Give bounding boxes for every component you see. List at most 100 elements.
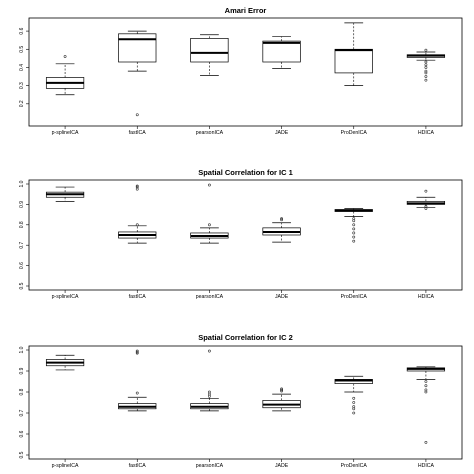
- x-tick-label: p-splineICA: [52, 294, 79, 300]
- x-tick-label: ProDenICA: [341, 294, 368, 300]
- outlier-point: [424, 380, 428, 383]
- plot-frame: [28, 179, 463, 291]
- outlier-point: [208, 390, 211, 394]
- y-tick-label: 0.9: [19, 201, 25, 208]
- outlier-point: [63, 55, 67, 58]
- x-tick-label: HDICA: [418, 294, 435, 300]
- y-tick-label: 0.7: [19, 242, 25, 249]
- iqr-box: [334, 48, 373, 74]
- y-tick-label: 0.5: [19, 282, 25, 289]
- outlier-point: [424, 390, 428, 394]
- outlier-point: [352, 407, 356, 411]
- outlier-point: [424, 69, 428, 73]
- outlier-point: [352, 223, 356, 227]
- chart-panel-2: Spatial Correlation for IC 1 0.5 0.6 0.7 0.8…: [19, 168, 463, 300]
- outlier-point: [135, 349, 139, 353]
- outlier-point: [280, 388, 283, 392]
- box-HDICA: HDICA: [406, 48, 446, 136]
- y-tick-label: 0.4: [19, 64, 25, 71]
- box-ProDenICA: ProDenICA: [334, 208, 373, 300]
- box-pearsonICA: pearsonICA: [190, 34, 229, 136]
- box-JADE: JADE: [262, 387, 301, 469]
- x-tick-label: p-splineICA: [52, 463, 79, 469]
- x-tick-label: p-splineICA: [52, 130, 79, 136]
- chart-title: Amari Error: [225, 6, 267, 15]
- box-JADE: JADE: [262, 217, 301, 300]
- x-tick-label: pearsonICA: [196, 463, 224, 469]
- box-HDICA: HDICA: [406, 189, 446, 300]
- iqr-box: [262, 40, 301, 63]
- x-tick-label: pearsonICA: [196, 294, 224, 300]
- outlier-point: [424, 78, 428, 82]
- chart-title: Spatial Correlation for IC 2: [198, 333, 293, 342]
- y-tick-label: 1.0: [19, 180, 25, 187]
- box-p-splineICA: p-splineICA: [45, 186, 85, 300]
- iqr-box: [118, 33, 157, 63]
- box-fastICA: fastICA: [118, 184, 157, 300]
- outlier-point: [352, 401, 356, 404]
- y-tick-label: 0.9: [19, 367, 25, 374]
- outlier-point: [352, 231, 356, 235]
- box-ProDenICA: ProDenICA: [334, 375, 373, 469]
- outlier-point: [424, 60, 428, 64]
- outlier-point: [424, 48, 428, 52]
- outlier-point: [135, 391, 139, 395]
- box-pearsonICA: pearsonICA: [190, 349, 229, 469]
- outlier-point: [424, 189, 428, 193]
- box-HDICA: HDICA: [406, 366, 446, 469]
- outlier-point: [135, 350, 139, 354]
- outlier-point: [135, 223, 139, 227]
- x-tick-label: JADE: [275, 463, 289, 469]
- outlier-point: [424, 71, 428, 75]
- box-fastICA: fastICA: [118, 349, 157, 469]
- y-tick-label: 0.5: [19, 451, 25, 458]
- outlier-point: [280, 218, 283, 222]
- box-fastICA: fastICA: [118, 30, 157, 136]
- plot-frame: [28, 17, 463, 127]
- outlier-point: [135, 184, 139, 188]
- y-tick-label: 1.0: [19, 346, 25, 353]
- outlier-point: [352, 219, 356, 223]
- outlier-point: [424, 66, 428, 69]
- chart-panel-3: Spatial Correlation for IC 2 0.5 0.6 0.7 0.8…: [19, 333, 463, 469]
- iqr-box: [190, 38, 229, 63]
- outlier-point: [352, 235, 356, 239]
- y-tick-label: 0.6: [19, 430, 25, 437]
- y-tick-label: 0.7: [19, 409, 25, 416]
- outlier-point: [135, 113, 139, 117]
- box-p-splineICA: p-splineICA: [45, 55, 85, 136]
- x-tick-label: HDICA: [418, 463, 435, 469]
- y-tick-label: 0.5: [19, 46, 25, 53]
- box-p-splineICA: p-splineICA: [45, 354, 85, 469]
- outlier-point: [352, 396, 356, 400]
- outlier-point: [424, 75, 428, 78]
- plot-frame: [28, 345, 463, 460]
- y-tick-label: 0.6: [19, 27, 25, 34]
- outlier-point: [280, 387, 283, 391]
- box-JADE: JADE: [262, 36, 301, 136]
- outlier-point: [352, 239, 356, 243]
- outlier-point: [208, 183, 211, 187]
- y-tick-label: 0.3: [19, 82, 25, 89]
- outlier-point: [424, 207, 428, 210]
- outlier-point: [424, 384, 428, 388]
- outlier-point: [208, 223, 211, 227]
- y-tick-label: 0.2: [19, 100, 25, 107]
- outlier-point: [280, 217, 283, 221]
- x-tick-label: pearsonICA: [196, 130, 224, 136]
- y-tick-label: 0.8: [19, 221, 25, 228]
- x-tick-label: HDICA: [418, 130, 435, 136]
- box-pearsonICA: pearsonICA: [190, 183, 229, 300]
- chart-panel-1: Amari Error 0.2 0.3 0.4 0.5 0.6 p-splineICA fas…: [19, 6, 463, 136]
- box-ProDenICA: ProDenICA: [334, 22, 373, 136]
- y-tick-label: 0.6: [19, 262, 25, 269]
- outlier-point: [208, 349, 211, 353]
- x-tick-label: fastICA: [129, 463, 147, 469]
- outlier-point: [135, 185, 139, 189]
- outlier-point: [352, 411, 356, 415]
- iqr-box: [334, 379, 373, 384]
- chart-title: Spatial Correlation for IC 1: [198, 168, 293, 177]
- x-tick-label: ProDenICA: [341, 463, 368, 469]
- outlier-point: [424, 63, 428, 67]
